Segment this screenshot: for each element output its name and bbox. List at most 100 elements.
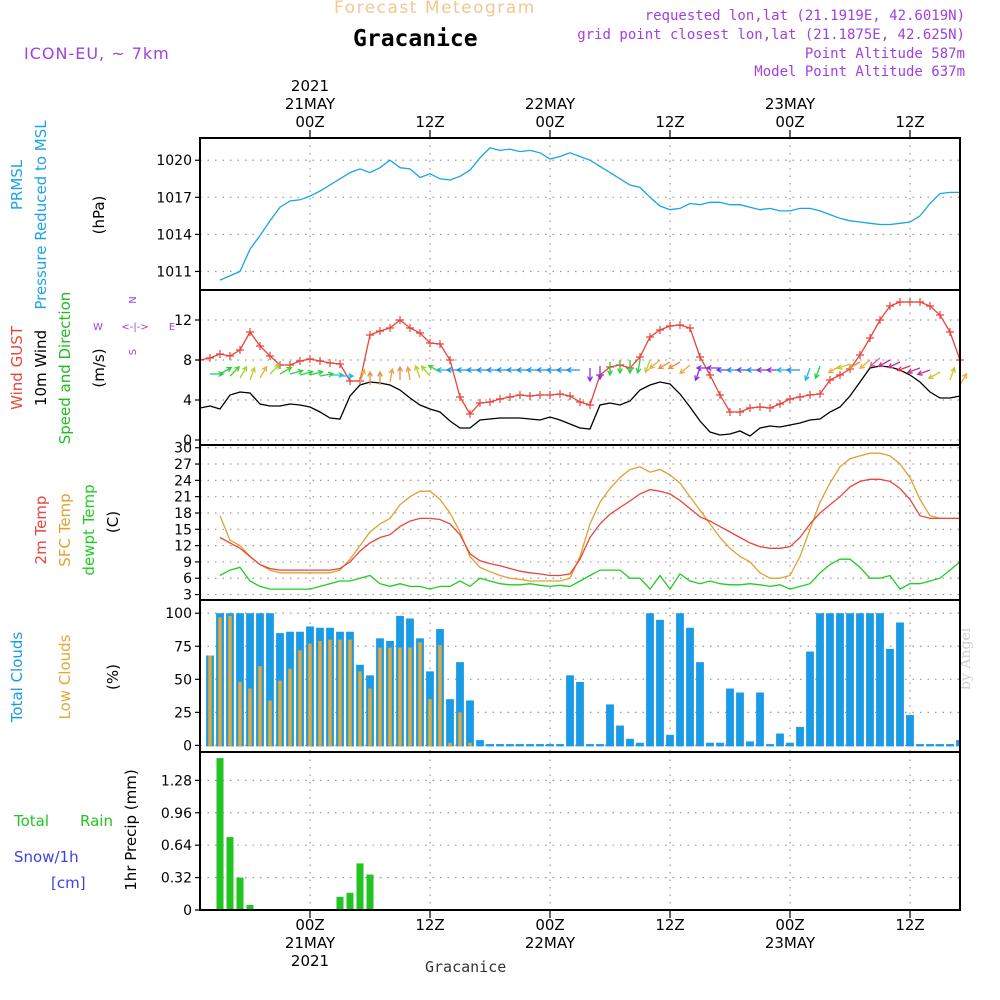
low-cloud-bar (378, 647, 382, 747)
gust-marker (546, 391, 554, 399)
point-altitude: Point Altitude 587m (804, 46, 965, 62)
gust-marker (876, 316, 884, 324)
x-tick-label-top: 22MAY (525, 95, 576, 113)
requested-coords: requested lon,lat (21.1919E, 42.6019N) (644, 8, 965, 24)
total-cloud-bar (586, 744, 594, 747)
total-cloud-bar (956, 740, 960, 747)
y-tick-label: 100 (165, 606, 192, 622)
wind-arrow (587, 368, 593, 383)
compass-n: N (128, 296, 139, 303)
gust-marker (416, 329, 424, 337)
wind-arrow (607, 362, 613, 377)
total-cloud-bar (596, 744, 604, 747)
total-cloud-bar (496, 744, 504, 747)
gust-marker (656, 326, 664, 334)
wind-arrow (667, 361, 681, 370)
x-tick-label-bottom: 23MAY (765, 934, 816, 952)
y-tick-label: 6 (183, 571, 192, 587)
gust-marker (486, 398, 494, 406)
wind-gust-line (199, 301, 961, 416)
total-cloud-bar (796, 726, 804, 747)
total-cloud-bar (866, 613, 874, 747)
wind-arrow (886, 361, 901, 369)
wind-10m-label: 10m Wind (32, 330, 50, 406)
gust-marker (946, 328, 954, 336)
y-tick-label: 0.32 (161, 871, 192, 887)
x-tick-label-bottom: 12Z (655, 916, 684, 934)
x-tick-label-top: 00Z (775, 113, 804, 131)
compass-icon: N W <-|-> E S (93, 296, 175, 355)
wind-arrow (916, 369, 931, 376)
wind-arrow (617, 360, 623, 375)
gust-marker (496, 395, 504, 403)
precip-total-label: Total (13, 812, 49, 830)
wind-arrow (377, 370, 383, 385)
low-cloud-bar (208, 655, 212, 747)
wind-arrow (649, 359, 661, 370)
rain-bar (346, 892, 354, 910)
y-tick-label: 30 (174, 441, 192, 457)
total-cloud-bar (856, 613, 864, 747)
wind-arrow (239, 365, 248, 379)
total-cloud-bar (896, 622, 904, 747)
gust-marker (726, 408, 734, 416)
wind-arrow (906, 367, 921, 374)
low-clouds-label: Low Clouds (56, 634, 74, 719)
rain-bar (336, 896, 344, 910)
gust-marker (396, 316, 404, 324)
total-cloud-bar (606, 704, 614, 747)
gust-marker (676, 321, 684, 329)
total-cloud-bar (456, 662, 464, 747)
precip-rain-label: Rain (80, 812, 113, 830)
wind-arrow (367, 370, 373, 385)
rain-bar (236, 877, 244, 910)
precip-grid (200, 752, 960, 910)
precip-snow-unit: [cm] (51, 874, 86, 892)
wind-arrow (785, 367, 800, 373)
total-cloud-bar (676, 613, 684, 747)
total-cloud-bar (526, 744, 534, 747)
low-cloud-bar (338, 639, 342, 747)
gust-marker (796, 393, 804, 401)
total-cloud-bar (766, 744, 774, 747)
y-tick-label: 0 (183, 903, 192, 919)
low-cloud-bar (308, 643, 312, 747)
total-cloud-bar (716, 742, 724, 747)
low-cloud-bar (438, 644, 442, 747)
wind-arrow (340, 373, 355, 379)
temp-unit: (C) (104, 511, 122, 533)
clouds-unit: (%) (104, 664, 122, 690)
gust-marker (426, 339, 434, 347)
low-cloud-bar (358, 671, 362, 747)
total-cloud-bar (926, 744, 934, 747)
wind-arrows (210, 357, 968, 386)
wind-arrow (679, 364, 691, 375)
wind-arrow (259, 365, 268, 379)
low-cloud-bar (458, 712, 462, 747)
gust-marker (376, 327, 384, 335)
total-cloud-bar (726, 688, 734, 747)
x-tick-label-top: 2021 (291, 77, 329, 95)
pressure-unit: (hPa) (90, 196, 108, 235)
model-point-altitude: Model Point Altitude 637m (754, 64, 965, 80)
total-cloud-bar (546, 744, 554, 747)
gust-marker (206, 354, 214, 362)
gust-marker (256, 342, 264, 350)
gust-marker (586, 401, 594, 409)
gust-marker (326, 359, 334, 367)
dewpoint-line (219, 558, 961, 591)
gust-marker (576, 398, 584, 406)
gust-marker (706, 371, 714, 379)
rain-bar (226, 837, 234, 910)
wind-arrow (414, 364, 421, 379)
y-tick-label: 3 (183, 588, 192, 604)
x-tick-label-bottom: 00Z (775, 916, 804, 934)
gust-marker (856, 351, 864, 359)
compass-w: W (93, 322, 103, 333)
pressure-label: PRMSL (8, 159, 26, 210)
pressure-label-long: Pressure Reduced to MSL (32, 120, 50, 310)
total-cloud-bar (776, 733, 784, 747)
gust-marker (306, 355, 314, 363)
total-cloud-bar (686, 627, 694, 747)
low-cloud-bar (258, 666, 262, 747)
